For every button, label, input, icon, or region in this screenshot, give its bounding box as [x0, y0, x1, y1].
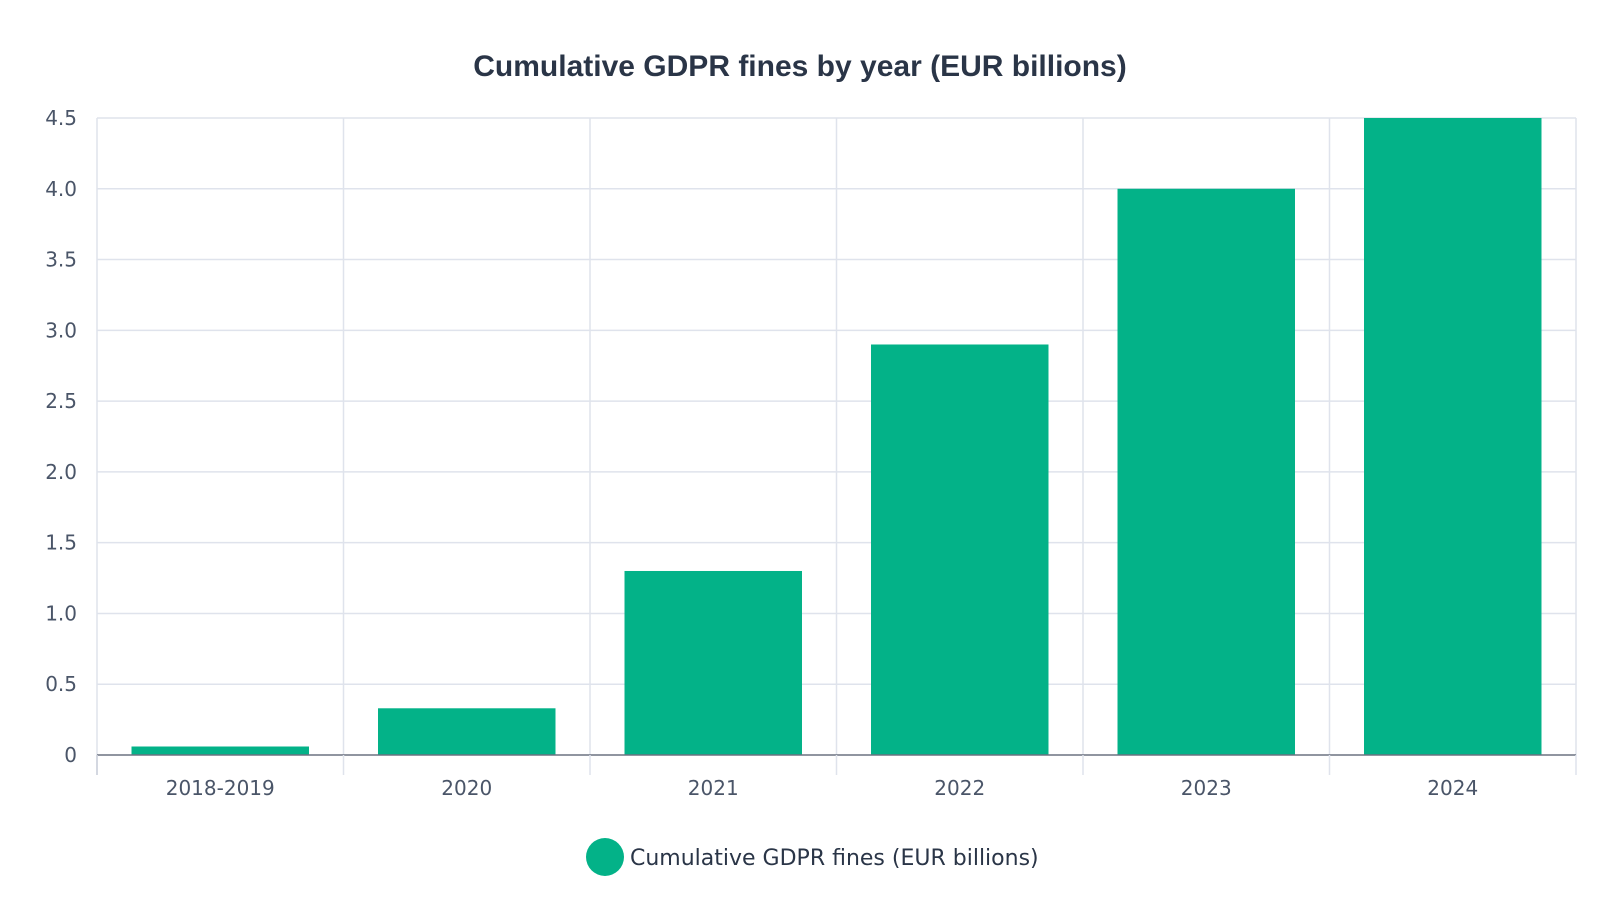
x-tick-label: 2018-2019 [166, 776, 275, 800]
legend-swatch[interactable] [586, 838, 624, 876]
bars [131, 118, 1542, 755]
y-tick-label: 0 [64, 743, 77, 767]
x-tick-label: 2020 [441, 776, 492, 800]
y-tick-label: 4.0 [45, 177, 77, 201]
legend-label[interactable]: Cumulative GDPR fines (EUR billions) [630, 846, 1039, 871]
x-tick-label: 2024 [1427, 776, 1478, 800]
y-tick-label: 3.5 [45, 248, 77, 272]
x-tick-label: 2023 [1181, 776, 1232, 800]
grid [96, 117, 1577, 755]
bar[interactable] [131, 746, 309, 755]
bar[interactable] [1364, 118, 1542, 755]
x-tick-label: 2021 [688, 776, 739, 800]
bar[interactable] [378, 708, 556, 755]
y-tick-label: 2.5 [45, 389, 77, 413]
y-tick-label: 1.5 [45, 531, 77, 555]
bar[interactable] [871, 344, 1049, 755]
bar[interactable] [624, 570, 802, 755]
y-tick-label: 3.0 [45, 318, 77, 342]
x-tick-label: 2022 [934, 776, 985, 800]
axes: 0 0.5 1.0 1.5 2.0 2.5 3.0 3.5 4.0 4.5 2018-2019 202… [45, 106, 1577, 800]
y-tick-label: 2.0 [45, 460, 77, 484]
y-tick-label: 4.5 [45, 106, 77, 130]
legend: Cumulative GDPR fines (EUR billions) [586, 838, 1039, 876]
y-tick-label: 0.5 [45, 672, 77, 696]
y-tick-label: 1.0 [45, 601, 77, 625]
chart-title: Cumulative GDPR fines by year (EUR billi… [473, 50, 1126, 83]
bar[interactable] [1117, 188, 1295, 755]
